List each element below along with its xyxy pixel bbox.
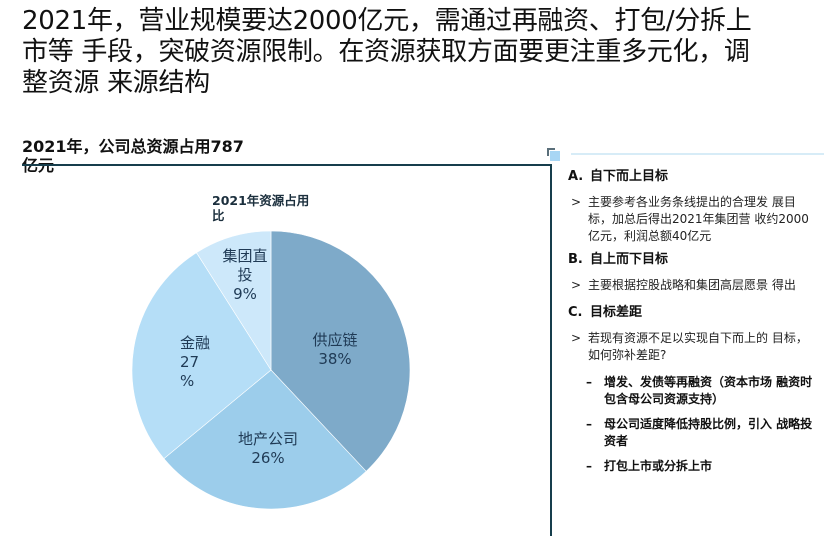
headline-line-1: 2021年，营业规模要达2000亿元，需通过再融资、打包/分拆上 xyxy=(22,6,752,36)
subitem-text: 母公司适度降低持股比例，引入 战略投资者 xyxy=(604,417,813,448)
pie-label-name-cont: 投 xyxy=(237,266,253,284)
pie-label-unit: % xyxy=(180,372,195,390)
target-panel: A. 自下而上目标 > 主要参考各业务条线提出的合理发 展目标，加总后得出2021… xyxy=(568,168,818,483)
pie-label-value: 27 xyxy=(180,353,200,371)
pie-label-value: 26% xyxy=(251,449,285,467)
pie-label-value: 9% xyxy=(233,285,257,303)
subitem-text: 增发、发债等再融资（资本市场 融资时包含母公司资源支持） xyxy=(604,375,813,406)
pie-label-real-estate: 地产公司 26% xyxy=(226,430,310,468)
section-letter: C. xyxy=(568,305,583,320)
chevron-bullet-icon: > xyxy=(571,331,582,345)
chevron-bullet-icon: > xyxy=(571,195,582,209)
section-a-item: > 主要参考各业务条线提出的合理发 展目标，加总后得出2021年集团营 收约20… xyxy=(568,194,818,245)
frame-right-rule xyxy=(550,164,552,536)
pie-slice-supply-chain xyxy=(270,230,411,472)
section-title-text: 自下而上目标 xyxy=(590,169,669,184)
headline-line-2: 市等 手段，突破资源限制。在资源获取方面要更注重多元化，调 xyxy=(22,37,750,67)
pie-label-supply-chain: 供应链 38% xyxy=(298,331,372,369)
section-b-title: B. 自上而下目标 xyxy=(568,251,818,269)
chart-title-line-2: 比 xyxy=(212,208,225,223)
pie-label-group-investment: 集团直 投 9% xyxy=(214,247,276,304)
item-text: 主要根据控股战略和集团高层愿景 得出 xyxy=(588,278,796,292)
pie-label-name: 地产公司 xyxy=(237,430,298,448)
item-text: 若现有资源不足以实现自下而上的 目标，如何弥补差距? xyxy=(588,331,808,362)
pie-label-name: 金融 xyxy=(180,334,211,352)
pie-label-name: 供应链 xyxy=(312,331,358,349)
headline-line-3: 整资源 来源结构 xyxy=(22,68,210,98)
section-a-title: A. 自下而上目标 xyxy=(568,168,818,186)
corner-marker-icon xyxy=(547,148,563,164)
pie-slice-group-investment xyxy=(196,230,272,372)
total-resource-title-line-1: 2021年，公司总资源占用787 xyxy=(22,137,244,156)
chart-title: 2021年资源占用 比 xyxy=(212,193,332,223)
subitem-text: 打包上市或分拆上市 xyxy=(604,459,713,473)
section-c-subitem-refinancing: – 增发、发债等再融资（资本市场 融资时包含母公司资源支持） xyxy=(568,374,818,408)
dash-bullet-icon: – xyxy=(586,375,592,389)
pie-label-value: 38% xyxy=(318,350,352,368)
chevron-bullet-icon: > xyxy=(571,278,582,292)
total-resource-title: 2021年，公司总资源占用787 亿元 xyxy=(22,137,272,175)
section-c-item: > 若现有资源不足以实现自下而上的 目标，如何弥补差距? xyxy=(568,330,818,364)
pie-label-finance: 金融 27 % xyxy=(180,334,222,391)
dash-bullet-icon: – xyxy=(586,459,592,473)
pie-slice-finance xyxy=(131,252,272,460)
section-title-text: 自上而下目标 xyxy=(590,252,669,267)
section-c-title: C. 目标差距 xyxy=(568,304,818,322)
pie-label-name: 集团直 xyxy=(222,247,268,265)
dash-bullet-icon: – xyxy=(586,417,592,431)
section-letter: B. xyxy=(568,252,583,267)
pie-slice-real-estate xyxy=(163,369,367,510)
page-headline: 2021年，营业规模要达2000亿元，需通过再融资、打包/分拆上 市等 手段，突… xyxy=(22,6,812,99)
chart-title-line-1: 2021年资源占用 xyxy=(212,193,310,208)
section-title-text: 目标差距 xyxy=(590,305,643,320)
item-text: 主要参考各业务条线提出的合理发 展目标，加总后得出2021年集团营 收约2000… xyxy=(588,195,809,243)
section-b-item: > 主要根据控股战略和集团高层愿景 得出 xyxy=(568,277,818,294)
right-panel-rule xyxy=(571,153,824,155)
section-c-subitem-strategic-investors: – 母公司适度降低持股比例，引入 战略投资者 xyxy=(568,416,818,450)
frame-top-rule xyxy=(22,164,552,166)
section-letter: A. xyxy=(568,169,584,184)
section-c-subitem-listing: – 打包上市或分拆上市 xyxy=(568,458,818,475)
